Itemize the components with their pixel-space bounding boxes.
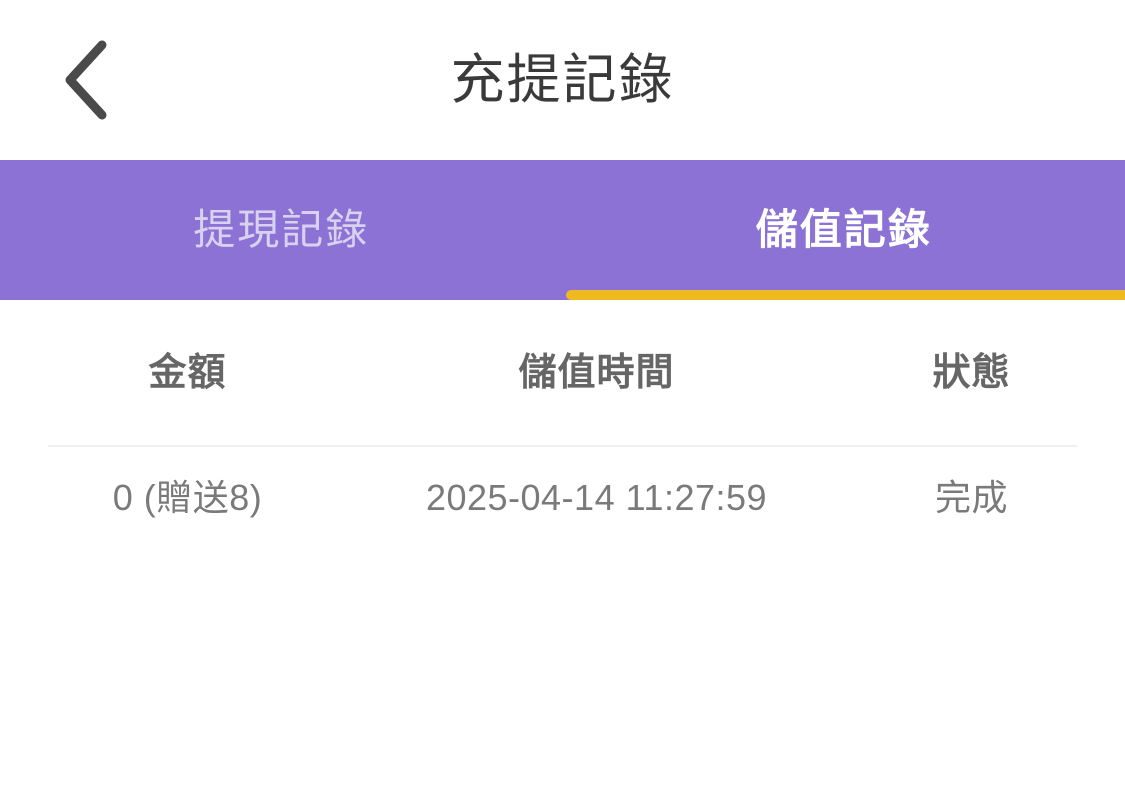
- tab-bar: 提現記錄 儲值記錄: [0, 160, 1125, 300]
- column-header-amount: 金額: [0, 354, 375, 392]
- page-title: 充提記錄: [450, 50, 675, 110]
- column-header-amount-label: 金額: [148, 351, 227, 394]
- tab-deposit-record-label: 儲值記錄: [755, 206, 932, 253]
- cell-amount: 0 (贈送8): [0, 480, 375, 516]
- column-header-time-label: 儲值時間: [518, 351, 675, 394]
- cell-time: 2025-04-14 11:27:59: [375, 480, 818, 516]
- tab-deposit-record[interactable]: 儲值記錄: [563, 160, 1125, 300]
- active-tab-indicator: [566, 290, 1125, 300]
- cell-time-value: 2025-04-14 11:27:59: [425, 477, 768, 518]
- app-header: 充提記錄: [0, 0, 1125, 160]
- chevron-left-icon: [58, 37, 114, 123]
- tab-withdraw-record-label: 提現記錄: [193, 206, 370, 253]
- empty-list-area: [0, 549, 1125, 795]
- column-header-status: 狀態: [818, 354, 1125, 392]
- cell-status: 完成: [818, 480, 1125, 516]
- cell-status-value: 完成: [934, 477, 1008, 518]
- records-table: 金額 儲值時間 狀態 0 (贈送8) 2025-04-14 11:27:59 完…: [0, 300, 1125, 795]
- column-header-time: 儲值時間: [375, 354, 818, 392]
- back-button[interactable]: [38, 32, 134, 128]
- column-header-status-label: 狀態: [932, 351, 1011, 394]
- cell-amount-value: 0 (贈送8): [112, 477, 263, 518]
- tab-withdraw-record[interactable]: 提現記錄: [0, 160, 563, 300]
- table-header-row: 金額 儲值時間 狀態: [0, 300, 1125, 445]
- table-header-divider: [48, 445, 1077, 447]
- table-row[interactable]: 0 (贈送8) 2025-04-14 11:27:59 完成: [0, 447, 1125, 549]
